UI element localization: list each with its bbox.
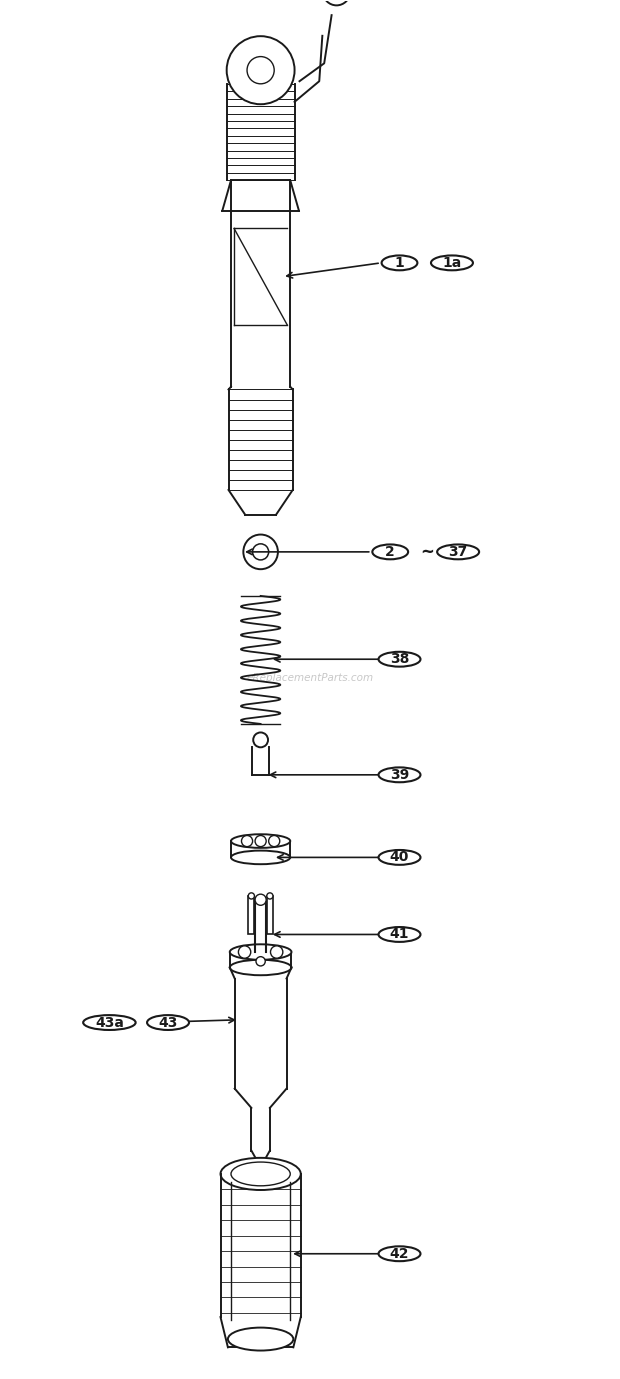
- Ellipse shape: [255, 836, 266, 847]
- Ellipse shape: [147, 1015, 189, 1030]
- Ellipse shape: [231, 834, 290, 848]
- Ellipse shape: [227, 36, 294, 105]
- Text: 2: 2: [386, 545, 395, 558]
- Ellipse shape: [437, 545, 479, 560]
- Ellipse shape: [379, 1247, 420, 1262]
- Ellipse shape: [255, 894, 266, 905]
- Ellipse shape: [270, 946, 283, 958]
- Text: 1a: 1a: [442, 256, 461, 270]
- Ellipse shape: [230, 960, 291, 975]
- Text: 1: 1: [394, 256, 404, 270]
- Text: 43: 43: [158, 1015, 178, 1030]
- Text: 43a: 43a: [95, 1015, 124, 1030]
- Ellipse shape: [241, 836, 252, 847]
- Ellipse shape: [267, 892, 273, 899]
- Ellipse shape: [83, 1015, 136, 1030]
- Ellipse shape: [373, 545, 408, 560]
- Ellipse shape: [256, 957, 265, 965]
- Ellipse shape: [253, 732, 268, 747]
- Text: 38: 38: [390, 652, 409, 666]
- Ellipse shape: [221, 1158, 301, 1190]
- Ellipse shape: [323, 0, 350, 6]
- Ellipse shape: [248, 892, 254, 899]
- Ellipse shape: [252, 543, 268, 560]
- Text: 40: 40: [390, 851, 409, 865]
- Ellipse shape: [239, 946, 250, 958]
- Ellipse shape: [379, 652, 420, 666]
- Ellipse shape: [431, 255, 473, 270]
- Ellipse shape: [379, 927, 420, 942]
- Text: 39: 39: [390, 768, 409, 782]
- Ellipse shape: [381, 255, 417, 270]
- Ellipse shape: [268, 836, 280, 847]
- Text: eReplacementParts.com: eReplacementParts.com: [246, 673, 374, 684]
- Text: 42: 42: [390, 1247, 409, 1260]
- Text: 41: 41: [390, 928, 409, 942]
- Ellipse shape: [231, 851, 290, 865]
- Bar: [248, 896, 254, 935]
- Ellipse shape: [230, 945, 291, 960]
- Ellipse shape: [247, 57, 274, 84]
- Text: ~: ~: [420, 543, 434, 561]
- Ellipse shape: [243, 535, 278, 570]
- Ellipse shape: [231, 1162, 290, 1186]
- Ellipse shape: [228, 1328, 293, 1350]
- Bar: [267, 896, 273, 935]
- Text: 37: 37: [448, 545, 467, 558]
- Ellipse shape: [379, 767, 420, 782]
- Ellipse shape: [379, 849, 420, 865]
